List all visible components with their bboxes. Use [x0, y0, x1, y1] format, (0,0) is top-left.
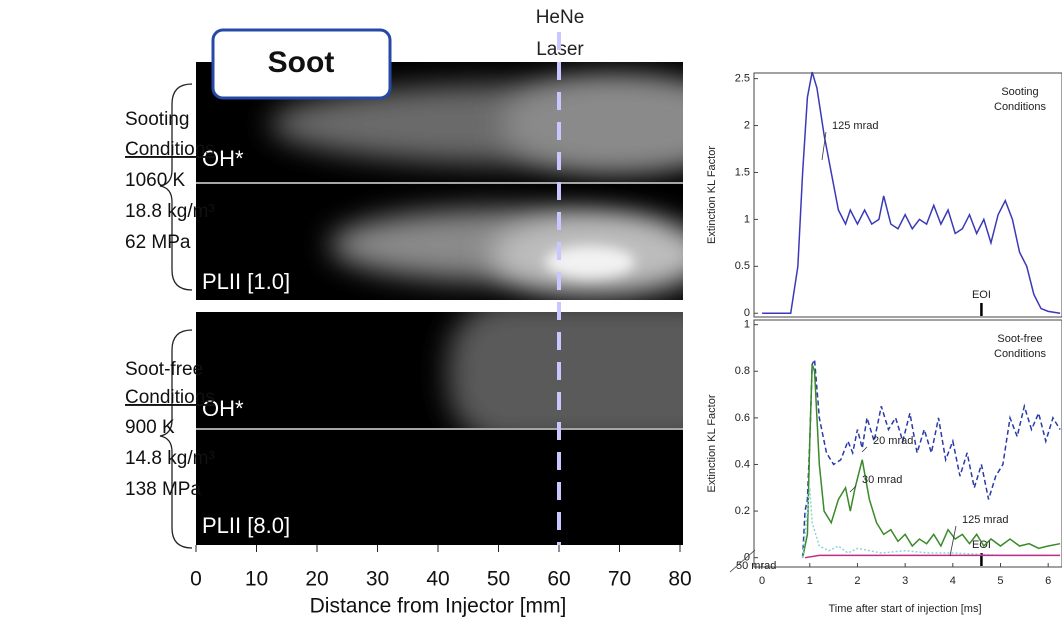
series-label: 20 mrad: [873, 435, 913, 447]
eoi-label: EOI: [972, 289, 991, 301]
panel-label: OH*: [202, 146, 244, 171]
badge: Soot: [268, 46, 335, 79]
x-tick-label: 1: [807, 575, 813, 587]
x-tick-label: 60: [547, 568, 570, 591]
panel-label: PLII [8.0]: [202, 513, 290, 538]
annotation-leader: [949, 525, 957, 557]
series-label: 50 mrad: [736, 560, 776, 572]
y-tick-label: 0.6: [735, 412, 750, 424]
x-tick-label: 2: [854, 575, 860, 587]
annotation-leader: [729, 549, 756, 573]
condition-text: 1060 K: [125, 170, 186, 191]
x-tick-label: 0: [190, 568, 202, 591]
x-tick-label: 6: [1045, 575, 1051, 587]
series-label: 125 mrad: [962, 514, 1008, 526]
condition-text: Sooting: [125, 109, 189, 130]
laser-label: HeNe: [536, 7, 585, 28]
y-axis-title: Extinction KL Factor: [706, 394, 718, 492]
annotation-leader: [821, 131, 827, 161]
condition-text: 14.8 kg/m³: [125, 448, 215, 469]
condition-text: 62 MPa: [125, 232, 191, 253]
y-tick-label: 0.4: [735, 458, 750, 470]
y-tick-label: 0.5: [735, 260, 750, 272]
y-tick-label: 2: [744, 119, 750, 131]
annotation-leader: [861, 446, 868, 453]
condition-text: Conditions: [125, 387, 215, 408]
x-tick-label: 30: [366, 568, 389, 591]
series-label: 30 mrad: [862, 474, 902, 486]
y-tick-label: 1.5: [735, 166, 750, 178]
series-line: [762, 71, 1061, 314]
brace: [159, 83, 193, 291]
plot-frame: [753, 319, 1062, 568]
panel-label: PLII [1.0]: [202, 269, 290, 294]
condition-note: Conditions: [994, 348, 1046, 360]
x-tick-label: 3: [902, 575, 908, 587]
condition-note: Soot-free: [997, 333, 1042, 345]
y-tick-label: 0: [744, 307, 750, 319]
condition-text: 900 K: [125, 417, 175, 438]
x-tick-label: 0: [759, 575, 765, 587]
x-tick-label: 80: [668, 568, 691, 591]
y-tick-label: 0.8: [735, 365, 750, 377]
x-tick-label: 70: [608, 568, 631, 591]
condition-text: 18.8 kg/m³: [125, 201, 215, 222]
plot-frame: [753, 72, 1062, 318]
image-panels: [196, 62, 683, 545]
brace: [159, 329, 193, 549]
x-tick-label: 50: [487, 568, 510, 591]
y-tick-label: 2.5: [735, 73, 750, 85]
x-tick-label: 20: [305, 568, 328, 591]
series-line: [801, 364, 1061, 558]
x-tick-label: 10: [245, 568, 268, 591]
annotation-leader: [849, 485, 857, 493]
panel-label: OH*: [202, 396, 244, 421]
x-axis-title: Time after start of injection [ms]: [828, 603, 981, 615]
condition-text: 138 MPa: [125, 479, 201, 500]
series-line: [801, 487, 1049, 558]
x-axis-title: Distance from Injector [mm]: [310, 595, 567, 618]
badge-box: [211, 28, 392, 100]
series-label: 125 mrad: [832, 120, 878, 132]
condition-note: Sooting: [1001, 86, 1038, 98]
y-tick-label: 0.2: [735, 505, 750, 517]
x-tick-label: 5: [997, 575, 1003, 587]
condition-note: Conditions: [994, 101, 1046, 113]
x-tick-label: 4: [950, 575, 956, 587]
y-tick-label: 1: [744, 213, 750, 225]
y-tick-label: 1: [744, 319, 750, 331]
series-line: [801, 356, 1061, 558]
x-tick-label: 40: [426, 568, 449, 591]
eoi-label: EOI: [972, 539, 991, 551]
condition-text: Soot-free: [125, 359, 203, 380]
series-line: [804, 554, 1061, 559]
condition-text: Conditions: [125, 139, 215, 160]
y-axis-title: Extinction KL Factor: [706, 146, 718, 244]
